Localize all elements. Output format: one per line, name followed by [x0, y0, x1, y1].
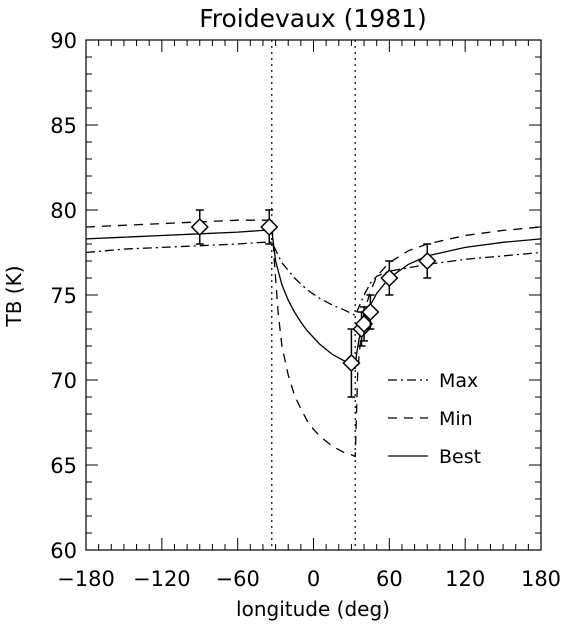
- data-point: [342, 328, 361, 398]
- y-tick-label: 85: [50, 114, 77, 138]
- y-tick-label: 60: [50, 539, 77, 563]
- data-point: [418, 243, 437, 279]
- y-tick-label: 70: [50, 369, 77, 393]
- series-line-best: [85, 229, 542, 370]
- y-axis-label: TB (K): [2, 265, 26, 327]
- x-axis-label: longitude (deg): [236, 597, 390, 621]
- y-tick-label: 75: [50, 284, 77, 308]
- x-tick-label: −180: [57, 567, 115, 591]
- legend-label-best: Best: [439, 446, 481, 468]
- diamond-marker: [342, 353, 361, 373]
- data-point: [354, 306, 374, 342]
- x-tick-label: 180: [521, 567, 561, 591]
- y-tick-label: 65: [50, 454, 77, 478]
- diamond-marker: [361, 302, 380, 322]
- data-points: [190, 209, 437, 398]
- x-tick-label: 60: [376, 567, 403, 591]
- legend-label-max: Max: [439, 370, 478, 392]
- diamond-marker: [260, 217, 279, 237]
- legend: Max Min Best: [388, 370, 481, 468]
- plot-area: [85, 39, 542, 551]
- y-tick-label: 90: [50, 29, 77, 53]
- chart-title: Froidevaux (1981): [199, 4, 427, 33]
- series-lines: [85, 219, 542, 458]
- diamond-marker: [418, 251, 437, 271]
- legend-label-min: Min: [439, 408, 473, 430]
- plot-frame: [85, 39, 542, 551]
- x-tick-label: −60: [216, 567, 260, 591]
- axis-ticks: −180 −120 −60 0 60 120 180 60 65 70 75 80 85 90: [50, 29, 561, 591]
- diamond-marker: [190, 217, 209, 237]
- diamond-marker: [380, 268, 399, 288]
- y-tick-label: 80: [50, 199, 77, 223]
- data-point: [260, 209, 279, 245]
- data-point: [361, 294, 380, 330]
- diamond-marker: [354, 314, 374, 333]
- data-point: [380, 260, 399, 296]
- x-tick-label: 0: [307, 567, 320, 591]
- data-point: [190, 209, 209, 245]
- series-line-max: [85, 241, 542, 317]
- x-tick-label: −120: [133, 567, 191, 591]
- x-tick-label: 120: [445, 567, 485, 591]
